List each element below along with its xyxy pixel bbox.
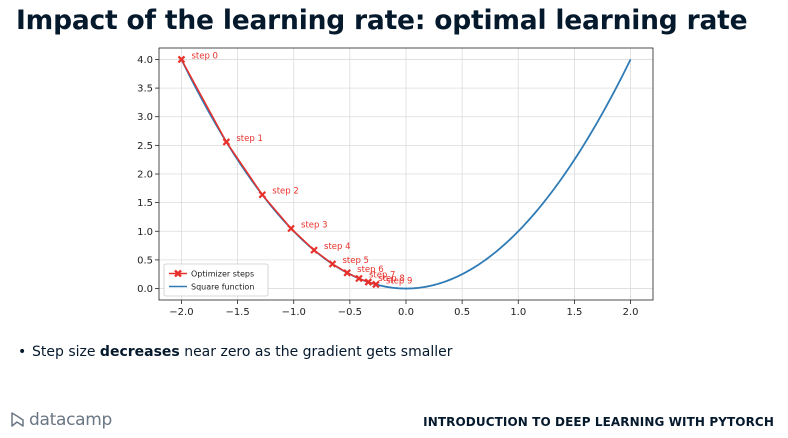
step-label: step 1 [236, 134, 263, 144]
step-label: step 9 [386, 276, 413, 286]
step-label: step 3 [301, 220, 328, 230]
y-tick-label: 3.0 [137, 112, 153, 123]
step-label: step 8 [378, 274, 405, 284]
legend-label-square-function: Square function [191, 283, 254, 292]
slide-title: Impact of the learning rate: optimal lea… [16, 5, 748, 36]
step-label: step 7 [369, 270, 396, 280]
y-tick-label: 3.5 [137, 84, 153, 95]
course-title: INTRODUCTION TO DEEP LEARNING WITH PYTOR… [423, 415, 774, 429]
x-tick-label: 0.0 [398, 307, 414, 318]
x-tick-label: 2.0 [623, 307, 639, 318]
x-tick-label: −1.5 [225, 307, 249, 318]
x-tick-label: −1.0 [282, 307, 306, 318]
optimizer-step-marker [355, 274, 363, 283]
datacamp-logo: datacamp [10, 410, 112, 430]
x-tick-label: 1.0 [510, 307, 526, 318]
optimizer-step-marker [372, 280, 380, 289]
optimizer-step-marker [177, 55, 186, 64]
y-tick-label: 2.0 [137, 170, 153, 181]
x-tick-label: 0.5 [454, 307, 470, 318]
y-axis-ticks: 0.0 0.5 1.0 1.5 2.0 2.5 3.0 3.5 4.0 [137, 55, 159, 295]
bullet-text-bold: decreases [99, 344, 180, 360]
bullet-dot: • [18, 344, 27, 360]
legend-optimizer-marker [174, 269, 182, 278]
optimizer-step-marker [364, 278, 373, 286]
chart-grid [159, 48, 653, 300]
optimizer-step-marker [310, 246, 318, 254]
bullet-point: • Step size decreases near zero as the gr… [18, 344, 452, 360]
chart-legend: Optimizer steps Square function [163, 263, 269, 297]
y-tick-label: 0.5 [137, 255, 153, 266]
optimizer-step-marker [222, 138, 231, 146]
step-label: step 4 [324, 242, 351, 252]
optimizer-steps-line [180, 59, 377, 286]
y-tick-label: 0.0 [137, 284, 153, 295]
optimizer-step-marker [343, 269, 351, 277]
optimizer-step-marker [328, 260, 337, 268]
step-label: step 2 [272, 187, 299, 197]
y-tick-label: 1.0 [137, 227, 153, 238]
datacamp-logo-text: datacamp [29, 410, 113, 430]
step-label: step 6 [357, 265, 384, 275]
y-tick-label: 1.5 [137, 198, 153, 209]
bullet-text-prefix: Step size [32, 344, 100, 360]
x-tick-label: 1.5 [566, 307, 582, 318]
x-tick-label: −0.5 [338, 307, 362, 318]
y-tick-label: 2.5 [137, 141, 153, 152]
optimizer-step-marker [287, 224, 295, 233]
square-function-chart: −2.0 −1.5 −1.0 −0.5 0.0 0.5 1.0 1.5 2.0 0.0 0.5 1.… [137, 47, 654, 318]
x-axis-ticks: −2.0 −1.5 −1.0 −0.5 0.0 0.5 1.0 1.5 2.0 [169, 300, 638, 318]
datacamp-logo-icon [11, 412, 24, 427]
y-tick-label: 4.0 [137, 55, 153, 66]
bullet-text-suffix: near zero as the gradient gets smaller [179, 344, 453, 360]
step-label: step 0 [191, 51, 218, 61]
step-label: step 5 [342, 256, 369, 266]
legend-label-optimizer-steps: Optimizer steps [191, 270, 254, 279]
legend-box [163, 263, 269, 297]
x-tick-label: −2.0 [169, 307, 193, 318]
optimizer-step-marker [258, 190, 267, 199]
